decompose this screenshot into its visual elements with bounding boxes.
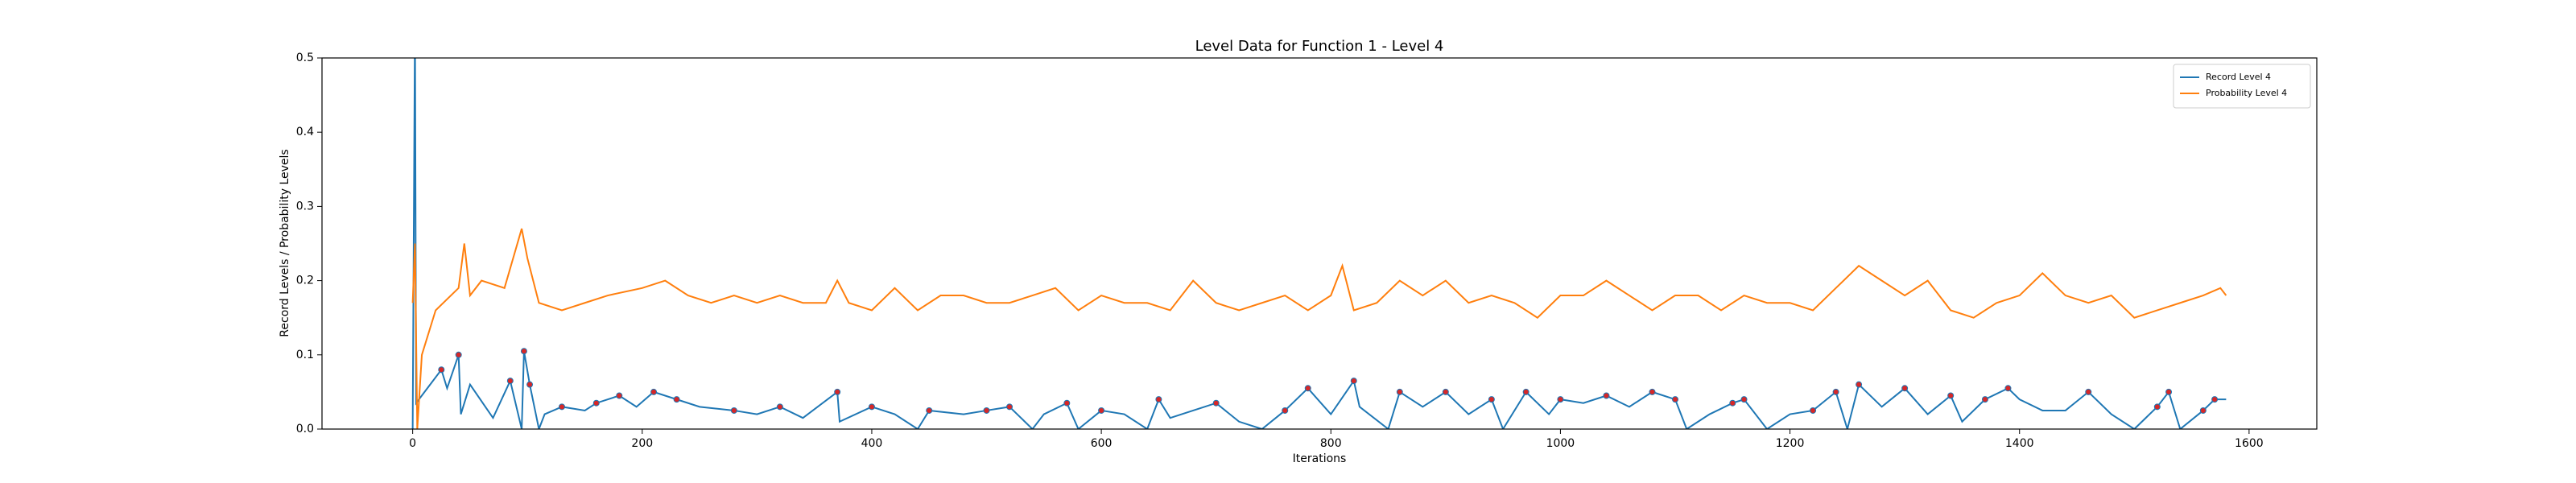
record-point — [438, 366, 445, 374]
y-tick-label: 0.3 — [296, 200, 314, 213]
line-series — [411, 228, 2227, 429]
x-tick-label: 400 — [861, 437, 883, 450]
legend-label: Probability Level 4 — [2206, 88, 2287, 98]
y-axis-label: Record Levels / Probability Levels — [279, 149, 291, 336]
legend-box — [2173, 64, 2311, 109]
axes-frame — [321, 57, 2318, 430]
record-point — [1350, 378, 1357, 385]
record-point — [868, 403, 875, 411]
line-series — [411, 58, 2227, 429]
y-tick-label: 0.1 — [296, 349, 314, 361]
record-point — [1671, 396, 1678, 403]
record-point — [1442, 388, 1449, 395]
chart-title: Level Data for Function 1 - Level 4 — [1195, 38, 1444, 55]
x-tick-label: 0 — [409, 437, 416, 450]
x-tick-label: 1600 — [2235, 437, 2264, 450]
record-point — [730, 407, 737, 414]
record-point — [1810, 407, 1817, 414]
record-point — [1488, 396, 1495, 403]
record-point — [1006, 403, 1013, 411]
record-point — [2085, 388, 2092, 395]
record-point — [616, 392, 623, 399]
record-point — [1901, 385, 1909, 392]
x-tick-label: 1400 — [2005, 437, 2034, 450]
record-point — [1212, 399, 1220, 407]
y-tick-label: 0.4 — [296, 126, 314, 138]
record-point — [520, 348, 527, 355]
x-tick-label: 1000 — [1546, 437, 1575, 450]
record-point — [1155, 396, 1162, 403]
record-point — [673, 396, 680, 403]
record-point — [1603, 392, 1610, 399]
record-point — [1856, 381, 1863, 388]
record-point — [2199, 407, 2207, 414]
record-point — [1649, 388, 1656, 395]
record-point — [834, 388, 841, 395]
record-point — [1832, 388, 1839, 395]
record-point — [526, 381, 534, 388]
record-point — [2165, 388, 2173, 395]
record-point — [1063, 399, 1071, 407]
y-tick-label: 0.5 — [296, 52, 314, 64]
record-point — [1557, 396, 1564, 403]
record-point — [776, 403, 783, 411]
record-point — [1282, 407, 1289, 414]
record-point — [506, 378, 514, 385]
x-tick-label: 800 — [1320, 437, 1342, 450]
record-point — [2211, 396, 2219, 403]
plot-area — [411, 58, 2227, 429]
record-point — [1947, 392, 1955, 399]
record-point — [1304, 385, 1311, 392]
record-point — [926, 407, 933, 414]
record-point — [1981, 396, 1988, 403]
x-tick-label: 1200 — [1776, 437, 1805, 450]
y-tick-label: 0.2 — [296, 275, 314, 287]
record-point — [592, 399, 600, 407]
x-tick-label: 200 — [631, 437, 653, 450]
record-point — [1396, 388, 1403, 395]
record-point — [1098, 407, 1105, 414]
record-point — [2153, 403, 2161, 411]
record-point — [2004, 385, 2012, 392]
record-point — [1522, 388, 1530, 395]
record-point — [455, 351, 462, 358]
record-point — [1729, 399, 1736, 407]
y-tick-label: 0.0 — [296, 423, 314, 436]
record-point — [650, 388, 658, 395]
record-point — [983, 407, 990, 414]
legend-label: Record Level 4 — [2206, 72, 2271, 82]
record-point — [1740, 396, 1748, 403]
x-tick-label: 600 — [1091, 437, 1113, 450]
x-axis-label: Iterations — [1293, 452, 1347, 465]
record-point — [558, 403, 565, 411]
